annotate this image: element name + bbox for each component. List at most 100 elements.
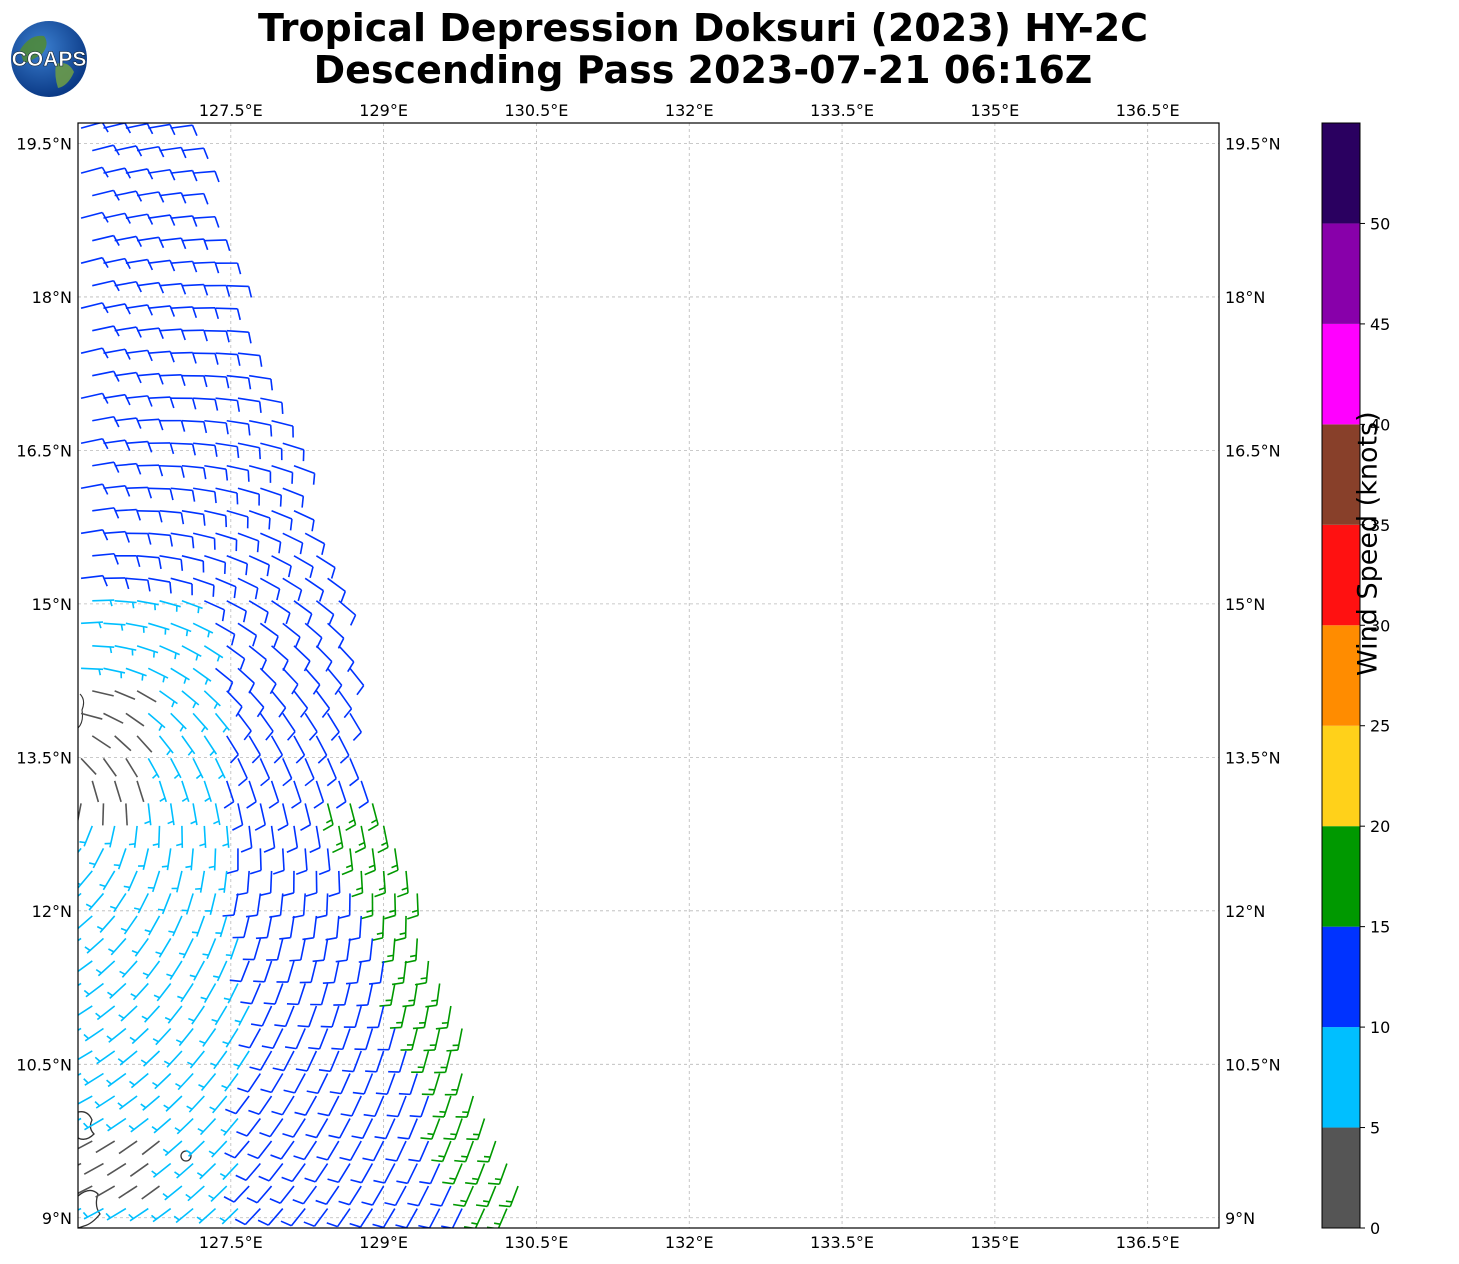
wind-barb	[114, 735, 132, 752]
wind-barb	[384, 1185, 407, 1207]
wind-barb	[340, 1095, 362, 1117]
wind-barb	[226, 690, 243, 717]
wind-barb	[304, 758, 315, 787]
wind-barb	[293, 600, 313, 625]
wind-barb	[397, 1118, 418, 1140]
wind-barb	[226, 284, 253, 298]
wind-barb	[477, 1140, 497, 1163]
wind-barb	[118, 1005, 138, 1022]
wind-barb	[237, 758, 248, 787]
wind-barb	[159, 645, 180, 660]
lon-tick-top-6: 136.5°E	[1116, 101, 1180, 120]
wind-barb	[78, 1005, 93, 1017]
wind-barb	[103, 439, 131, 451]
wind-barb	[92, 507, 120, 519]
wind-barb	[125, 258, 154, 271]
wind-barb	[255, 915, 273, 940]
wind-barb	[322, 803, 334, 832]
wind-barb	[387, 848, 399, 876]
wind-barb	[215, 577, 237, 599]
wind-barb	[208, 1140, 228, 1158]
wind-barb	[159, 419, 186, 432]
wind-barb	[208, 1185, 228, 1202]
wind-barb	[131, 937, 149, 957]
wind-barb	[343, 1005, 362, 1028]
wind-barb	[389, 1005, 407, 1029]
wind-barb	[299, 960, 318, 984]
wind-barb	[107, 982, 127, 999]
wind-barb	[224, 1140, 250, 1159]
wind-barb	[263, 825, 276, 853]
wind-barb	[270, 1140, 295, 1160]
wind-barb	[349, 758, 360, 787]
wind-barb	[379, 983, 396, 1007]
wind-barb	[407, 893, 419, 920]
wind-barb	[215, 487, 239, 505]
wind-barb	[498, 1185, 519, 1208]
wind-barb	[386, 1095, 407, 1118]
wind-barb	[248, 419, 273, 437]
wind-barb	[455, 1095, 475, 1118]
wind-barb	[305, 870, 318, 897]
wind-barb	[315, 600, 335, 626]
wind-barb	[226, 600, 247, 623]
wind-barb	[412, 1005, 430, 1030]
wind-barb	[281, 1163, 306, 1183]
wind-barb	[327, 1163, 351, 1184]
wind-barb	[171, 870, 183, 893]
wind-barb	[232, 915, 250, 939]
wind-barb	[130, 982, 149, 1001]
wind-barb	[181, 600, 203, 614]
wind-barb	[248, 735, 261, 764]
wind-barb	[414, 960, 430, 986]
wind-barb	[219, 1162, 239, 1181]
wind-barb	[137, 509, 163, 523]
wind-barb	[178, 938, 194, 959]
wind-barb	[225, 938, 239, 960]
axis-tick-labels: 127.5°E 127.5°E 129°E 129°E 130.5°E 130.5°E 13…	[16, 101, 1280, 1252]
wind-barb	[136, 735, 153, 753]
wind-barb	[187, 1050, 205, 1069]
wind-barb	[181, 329, 208, 342]
wind-barb	[363, 1095, 385, 1118]
wind-barb	[260, 532, 282, 554]
wind-barb	[144, 915, 161, 936]
wind-barb	[83, 982, 104, 998]
wind-barb	[114, 462, 142, 475]
wind-barb	[446, 1028, 463, 1052]
wind-barb	[259, 1118, 284, 1138]
wind-barb	[136, 145, 165, 158]
wind-barb	[291, 780, 302, 809]
wind-barb	[170, 169, 198, 182]
wind-barb	[136, 281, 165, 294]
wind-barb	[78, 870, 93, 889]
wind-barb	[432, 1095, 452, 1118]
wind-barb	[219, 1207, 239, 1225]
wind-barb	[163, 1050, 183, 1068]
lat-tick-right-5: 16.5°N	[1225, 441, 1281, 460]
colorbar-bin-10	[1322, 123, 1360, 224]
wind-barb	[309, 825, 321, 854]
wind-barb	[148, 532, 173, 547]
wind-barb	[215, 667, 234, 694]
wind-barb	[371, 915, 385, 942]
wind-barb	[203, 690, 221, 709]
wind-barb	[167, 803, 175, 826]
wind-barb	[282, 667, 299, 695]
wind-barb	[170, 577, 193, 596]
wind-barb	[192, 712, 209, 733]
wind-barb	[94, 1050, 116, 1065]
wind-barb	[213, 803, 221, 826]
wind-barb	[358, 938, 374, 963]
wind-barb	[235, 1163, 261, 1181]
wind-barb	[242, 938, 262, 961]
wind-barb	[259, 870, 273, 897]
colorbar-bin-7	[1322, 424, 1360, 525]
wind-barb	[79, 825, 94, 847]
wind-barb	[128, 825, 138, 848]
wind-barb	[260, 397, 284, 414]
graticule	[78, 123, 1219, 1228]
wind-barb	[166, 960, 183, 980]
wind-barb	[144, 803, 152, 826]
wind-barb	[374, 1118, 396, 1140]
